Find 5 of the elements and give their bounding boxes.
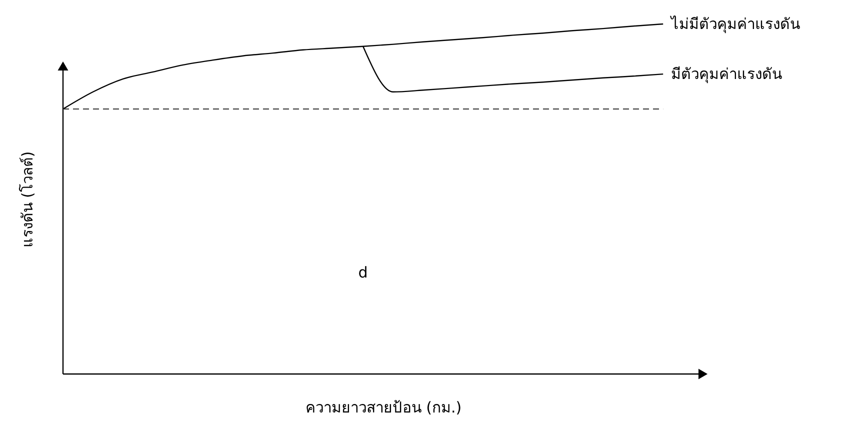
series-label: ไม่มีตัวคุมค่าแรงดัน [670, 15, 800, 34]
y-axis-title: แรงดัน (โวลต์) [18, 151, 36, 248]
x-axis-title: ความยาวสายป้อน (กม.) [305, 398, 462, 416]
series-label: มีตัวคุมค่าแรงดัน [671, 65, 782, 84]
annotation: d [358, 264, 368, 282]
